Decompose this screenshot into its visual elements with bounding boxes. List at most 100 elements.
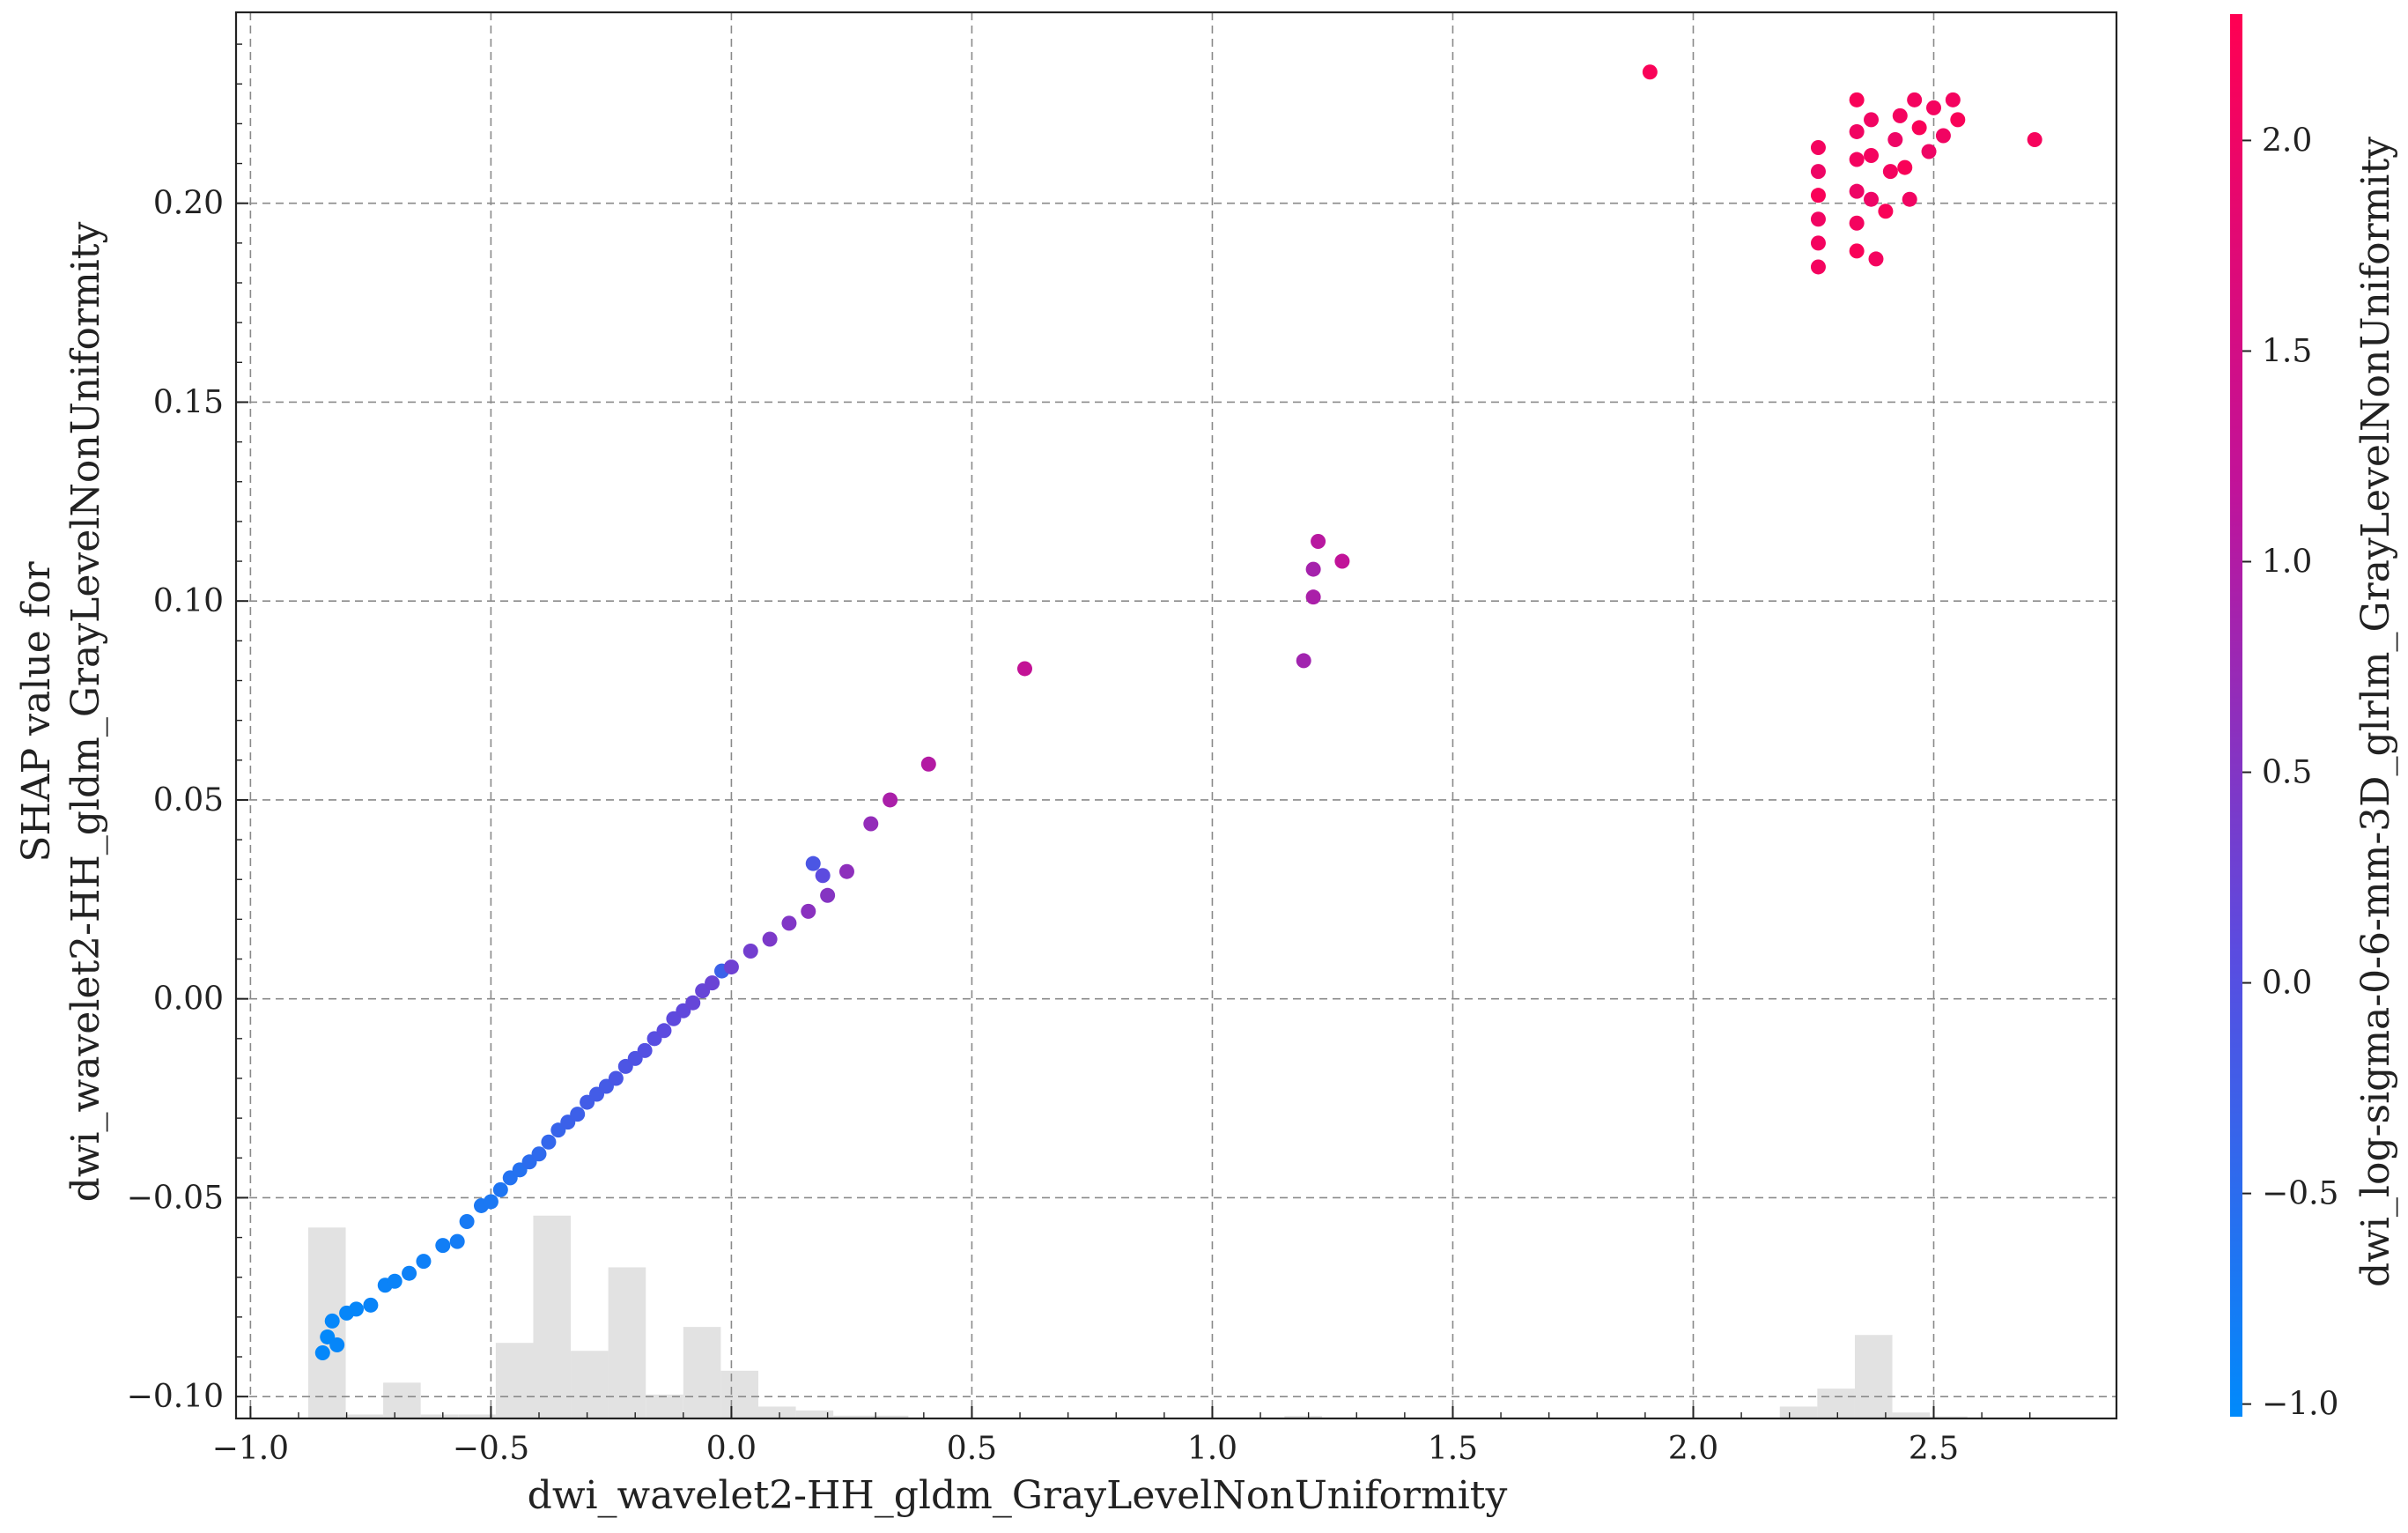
- cluster-point: [1849, 123, 1865, 139]
- x-tick-label: 2.5: [1909, 1431, 1959, 1467]
- outlier-point: [2027, 131, 2042, 147]
- cluster-point: [1810, 140, 1826, 156]
- cluster-point: [1810, 164, 1826, 180]
- cluster-point: [1810, 259, 1826, 275]
- data-point: [805, 855, 821, 871]
- cluster-point: [1864, 148, 1880, 164]
- cluster-point: [1897, 159, 1913, 175]
- outlier-point: [1305, 589, 1321, 605]
- data-point: [781, 915, 797, 931]
- histogram-bar: [420, 1414, 459, 1418]
- data-point: [541, 1134, 557, 1150]
- data-point: [608, 1070, 624, 1086]
- cluster-point: [1810, 188, 1826, 204]
- feature-histogram: [307, 1215, 1968, 1418]
- colorbar-tick-label: −0.5: [2262, 1176, 2338, 1212]
- colorbar-tick-label: 2.0: [2262, 122, 2312, 159]
- histogram-bar: [533, 1215, 572, 1418]
- cluster-point: [1849, 243, 1865, 259]
- histogram-bar: [1854, 1335, 1893, 1418]
- cluster-point: [1878, 204, 1894, 219]
- histogram-bar: [683, 1327, 721, 1418]
- histogram-bar: [571, 1351, 609, 1418]
- histogram-bar: [345, 1414, 384, 1418]
- x-tick-label: 1.5: [1428, 1431, 1478, 1467]
- data-point: [314, 1345, 330, 1361]
- x-tick-label: −0.5: [453, 1431, 529, 1467]
- histogram-bar: [1892, 1412, 1931, 1418]
- data-point: [637, 1042, 653, 1058]
- histogram-bar: [795, 1410, 834, 1418]
- x-tick-label: −1.0: [212, 1431, 289, 1467]
- cluster-point: [1864, 191, 1880, 207]
- outlier-point: [1334, 553, 1350, 569]
- cluster-point: [1849, 183, 1865, 199]
- cluster-point: [1810, 235, 1826, 251]
- histogram-bar: [1779, 1406, 1818, 1418]
- cluster-point: [1864, 112, 1880, 128]
- data-point: [324, 1313, 340, 1329]
- outlier-point: [1305, 561, 1321, 577]
- cluster-point: [1911, 120, 1927, 136]
- colorbar-title: dwi_log-sigma-0-6-mm-3D_glrlm_GrayLevelN…: [2353, 137, 2398, 1287]
- cluster-point: [1926, 100, 1942, 115]
- histogram-bar: [833, 1415, 871, 1418]
- cluster-point: [1902, 191, 1917, 207]
- y-tick-label: −0.05: [127, 1180, 224, 1216]
- histogram-bar: [720, 1370, 758, 1418]
- histogram-bar: [1284, 1416, 1322, 1418]
- cluster-point: [1935, 128, 1951, 144]
- x-tick-label: 0.5: [947, 1431, 997, 1467]
- cluster-point: [1810, 211, 1826, 227]
- histogram-bar: [1817, 1389, 1855, 1418]
- histogram-bar: [757, 1406, 796, 1418]
- histogram-bar: [870, 1415, 909, 1418]
- data-point: [705, 975, 720, 991]
- data-point: [387, 1273, 403, 1289]
- data-point: [820, 887, 836, 903]
- outlier-point: [920, 756, 936, 772]
- data-point: [883, 792, 898, 808]
- data-point: [459, 1214, 475, 1230]
- cluster-point: [1849, 152, 1865, 167]
- data-point: [570, 1107, 586, 1122]
- cluster-point: [1849, 215, 1865, 231]
- x-tick-label: 0.0: [706, 1431, 757, 1467]
- colorbar-tick-label: 0.5: [2262, 755, 2312, 791]
- y-tick-label: 0.05: [153, 782, 224, 818]
- y-tick-label: 0.15: [153, 384, 224, 420]
- data-point: [801, 903, 816, 919]
- histogram-bar: [608, 1267, 646, 1418]
- colorbar-tick-label: 1.5: [2262, 333, 2312, 369]
- outlier-point: [1642, 64, 1658, 80]
- data-point: [402, 1265, 417, 1281]
- histogram-bar: [1930, 1416, 1968, 1418]
- plot-frame: [234, 11, 2118, 1420]
- axes: −1.0 −0.5 0.0 0.5 1.0 1.5 2.0 2.5 −0.10 −0.05 0.00…: [127, 11, 2118, 1467]
- cluster-point: [1945, 92, 1961, 107]
- data-point: [863, 816, 879, 832]
- cluster-point: [1849, 92, 1865, 107]
- cluster-point: [1921, 144, 1937, 159]
- data-point: [762, 931, 778, 947]
- x-tick-label: 1.0: [1187, 1431, 1237, 1467]
- x-axis-title: dwi_wavelet2-HH_gldm_GrayLevelNonUniform…: [528, 1473, 1508, 1518]
- colorbar-tick-label: 0.0: [2262, 966, 2312, 1002]
- outlier-point: [1311, 533, 1326, 549]
- data-point: [449, 1233, 465, 1249]
- colorbar-fill: [2230, 14, 2242, 1417]
- data-point: [329, 1337, 345, 1352]
- y-tick-label: 0.20: [153, 186, 224, 222]
- cluster-point: [1882, 164, 1898, 180]
- y-tick-label: 0.10: [153, 583, 224, 619]
- data-point: [531, 1146, 547, 1162]
- y-axis-title-line-2: dwi_wavelet2-HH_gldm_GrayLevelNonUniform…: [63, 222, 108, 1203]
- colorbar-tick-label: 1.0: [2262, 544, 2312, 581]
- data-point: [435, 1238, 451, 1254]
- cluster-point: [1887, 131, 1903, 147]
- data-point: [363, 1297, 379, 1313]
- cluster-point: [1950, 112, 1966, 128]
- histogram-bar: [458, 1414, 496, 1418]
- data-point: [416, 1254, 432, 1270]
